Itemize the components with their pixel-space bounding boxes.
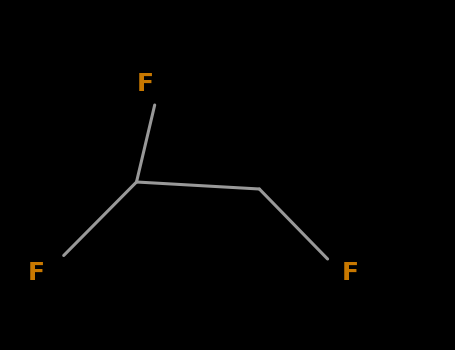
Text: F: F: [28, 261, 45, 285]
Text: F: F: [342, 261, 359, 285]
Text: F: F: [137, 72, 154, 96]
